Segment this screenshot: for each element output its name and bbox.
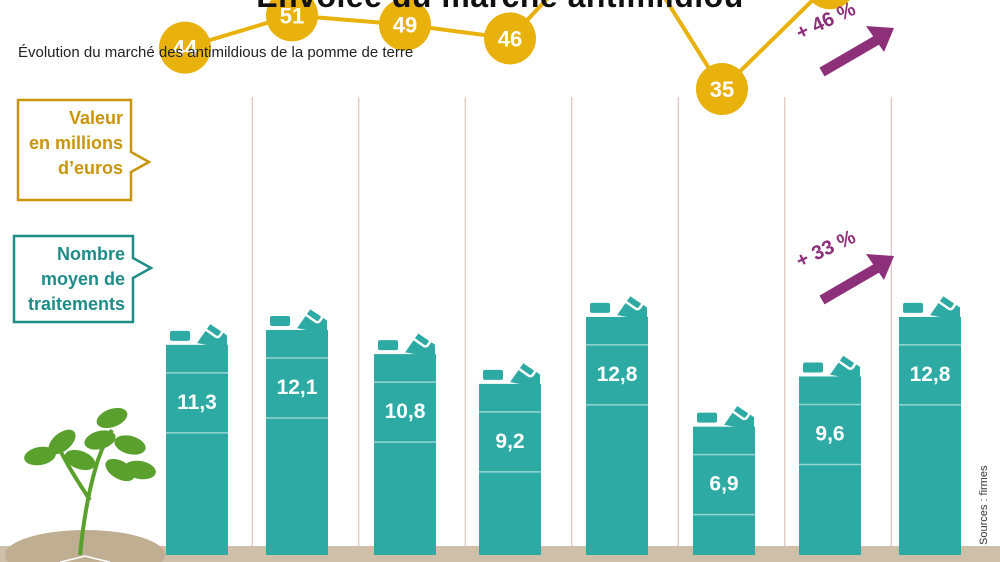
jerrycan-handle (623, 292, 644, 311)
count-growth: + 33 % (793, 226, 894, 305)
bar-data-label: 12,1 (277, 376, 318, 399)
legend-text: moyen de (41, 269, 125, 289)
count-legend: Nombre moyen de traitements (12, 234, 154, 324)
legend-box (16, 98, 152, 202)
treatment-bar (266, 329, 328, 555)
value-legend: Valeur en millions d’euros (16, 98, 152, 202)
jerrycan-cap (590, 302, 610, 313)
jerrycan-cap (270, 315, 290, 326)
bar-data-label: 9,2 (495, 430, 524, 453)
legend-text: d’euros (58, 158, 123, 178)
chart-subtitle: Évolution du marché des antimildious de … (18, 44, 414, 61)
treatment-jerrycan: 9,2 (479, 359, 542, 555)
jerrycan-cap (903, 302, 923, 313)
jerrycan-handle (303, 305, 324, 324)
value-data-label: 46 (498, 26, 522, 51)
soil-mound (5, 530, 165, 562)
treatment-bar (799, 376, 861, 555)
jerrycan-handle (936, 292, 957, 311)
treatment-bar (586, 316, 648, 555)
legend-text: Nombre (57, 244, 125, 264)
chart-title: Envolée du marché antimildiou (0, 0, 1000, 15)
treatment-jerrycan: 12,8 (899, 292, 962, 555)
treatment-jerrycan: 9,6 (799, 352, 862, 555)
treatment-bar (899, 316, 961, 555)
plant-leaf (64, 449, 96, 471)
bar-data-label: 12,8 (597, 363, 638, 386)
jerrycan-cap (803, 362, 823, 373)
bar-data-label: 6,9 (709, 473, 738, 496)
plant-leaf (96, 407, 128, 429)
treatment-jerrycan: 12,8 (586, 292, 649, 555)
treatment-jerrycan: 6,9 (693, 402, 756, 555)
growth-arrow-shaft (819, 35, 880, 77)
bar-data-label: 12,8 (910, 363, 951, 386)
growth-arrow-shaft (819, 263, 880, 305)
legend-text: traitements (28, 294, 125, 314)
treatment-bar (479, 383, 541, 555)
value-data-label: 51 (280, 3, 304, 28)
growth-arrow-head (866, 26, 894, 52)
legend-text: Valeur (69, 108, 123, 128)
value-series-line (184, 0, 816, 91)
plant-illustration (5, 407, 165, 562)
jerrycan-handle (411, 329, 432, 348)
bar-data-label: 11,3 (177, 391, 217, 414)
jerrycan-handle (730, 402, 751, 421)
value-point (379, 0, 431, 51)
bar-data-label: 10,8 (385, 400, 426, 423)
value-point (266, 0, 318, 42)
value-data-label: 44 (173, 36, 198, 61)
jerrycan-handle (203, 320, 224, 339)
value-point (484, 12, 536, 65)
legend-box (12, 234, 154, 324)
value-data-label: 35 (710, 77, 734, 102)
legend-text: en millions (29, 133, 123, 153)
jerrycan-handle (836, 352, 857, 370)
treatment-bar (374, 354, 436, 555)
jerrycan-cap (170, 330, 190, 341)
jerrycan-cap (697, 412, 717, 423)
plant-leaf (124, 460, 156, 480)
growth-label: + 33 % (793, 226, 859, 273)
treatment-jerrycan: 10,8 (374, 329, 437, 555)
treatment-bar (693, 426, 755, 555)
plant-leaf (48, 429, 76, 455)
jerrycan-cap (378, 340, 398, 351)
plant-leaf (24, 446, 56, 466)
bar-data-label: 9,6 (815, 422, 844, 445)
value-point (159, 21, 211, 74)
treatment-jerrycan: 11,3 (166, 320, 229, 555)
jerrycan-cap (483, 369, 503, 380)
source-note: Sources : firmes (978, 465, 990, 545)
plant-leaf (114, 435, 146, 455)
treatment-bar (166, 344, 228, 555)
value-data-label: 49 (393, 13, 417, 38)
jerrycan-handle (516, 359, 537, 378)
plant-leaf (84, 430, 116, 450)
treatment-jerrycan: 12,1 (266, 305, 329, 555)
value-point (696, 63, 748, 115)
growth-arrow-head (866, 254, 894, 280)
value-point (810, 0, 850, 10)
